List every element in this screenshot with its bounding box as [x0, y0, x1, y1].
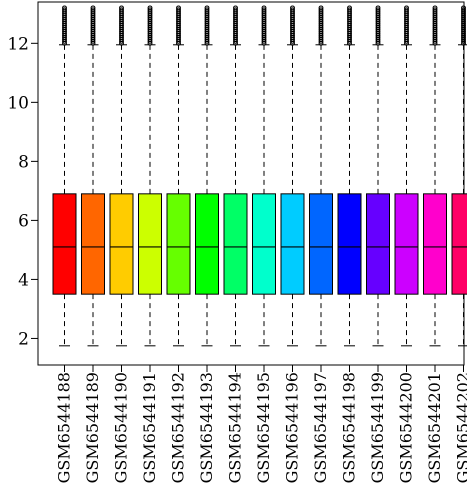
x-category-label: GSM6544190 — [112, 372, 131, 483]
outlier-point — [62, 5, 67, 11]
outlier-point — [347, 5, 352, 11]
outlier-point — [261, 7, 267, 13]
outlier-point — [62, 7, 67, 13]
x-category-label: GSM6544198 — [340, 372, 359, 483]
x-category-label: GSM6544200 — [397, 372, 416, 483]
x-category-label: GSM6544202 — [454, 372, 467, 483]
outlier-point — [318, 5, 324, 11]
box-GSM6544200 — [394, 5, 419, 347]
outlier-point — [347, 7, 352, 13]
y-tick-label: 10 — [7, 93, 29, 113]
box-GSM6544202 — [451, 5, 467, 347]
y-tick-label: 12 — [7, 34, 29, 54]
x-category-label: GSM6544191 — [140, 372, 159, 483]
outlier-point — [176, 7, 181, 13]
x-axis-labels: GSM6544188 GSM6544189 GSM6544190 GSM6544191… — [55, 364, 467, 483]
y-tick-label: 4 — [18, 270, 29, 290]
box-GSM6544191 — [138, 5, 162, 347]
box-body — [166, 193, 191, 295]
box-GSM6544188 — [52, 5, 77, 347]
x-category-label: GSM6544193 — [197, 372, 216, 483]
outlier-point — [204, 5, 210, 11]
outlier-point — [461, 7, 466, 13]
box-body — [252, 193, 276, 295]
x-category-label: GSM6544189 — [83, 372, 102, 483]
outlier-point — [119, 7, 124, 13]
y-tick-label: 2 — [18, 329, 29, 349]
box-body — [337, 193, 362, 295]
outlier-point — [290, 7, 295, 13]
box-body — [81, 193, 105, 295]
box-body — [309, 193, 333, 295]
outlier-point — [404, 7, 409, 13]
y-axis: 2 4 6 8 10 12 — [7, 34, 39, 349]
x-category-label: GSM6544188 — [55, 372, 74, 483]
outlier-point — [90, 5, 96, 11]
box-body — [52, 193, 77, 295]
y-tick-label: 8 — [18, 152, 29, 172]
x-category-label: GSM6544196 — [283, 372, 302, 483]
outlier-point — [432, 5, 438, 11]
outlier-point — [233, 5, 238, 11]
box-body — [423, 193, 447, 295]
box-GSM6544198 — [337, 5, 362, 347]
outlier-point — [90, 7, 96, 13]
outlier-point — [204, 7, 210, 13]
box-GSM6544201 — [423, 5, 447, 347]
box-GSM6544190 — [109, 5, 134, 347]
outlier-point — [375, 7, 381, 13]
x-category-label: GSM6544197 — [311, 372, 330, 483]
outlier-point — [147, 7, 153, 13]
box-GSM6544196 — [280, 5, 305, 347]
outlier-point — [461, 5, 466, 11]
boxes — [52, 5, 467, 347]
box-body — [366, 193, 390, 295]
outlier-point — [147, 5, 153, 11]
outlier-point — [261, 5, 267, 11]
outlier-point — [233, 7, 238, 13]
box-GSM6544192 — [166, 5, 191, 347]
outlier-point — [290, 5, 295, 11]
x-category-label: GSM6544199 — [368, 372, 387, 483]
box-body — [280, 193, 305, 295]
outlier-point — [318, 7, 324, 13]
box-body — [138, 193, 162, 295]
box-GSM6544194 — [223, 5, 248, 347]
box-GSM6544195 — [252, 5, 276, 347]
x-category-label: GSM6544194 — [226, 372, 245, 483]
outlier-point — [176, 5, 181, 11]
x-category-label: GSM6544195 — [254, 372, 273, 483]
outlier-point — [404, 5, 409, 11]
box-GSM6544199 — [366, 5, 390, 347]
plot-frame — [37, 1, 465, 366]
box-body — [394, 193, 419, 295]
outlier-point — [432, 7, 438, 13]
x-category-label: GSM6544192 — [169, 372, 188, 483]
box-body — [451, 193, 467, 295]
box-GSM6544193 — [195, 5, 219, 347]
box-body — [109, 193, 134, 295]
y-tick-label: 6 — [18, 211, 29, 231]
box-body — [223, 193, 248, 295]
box-body — [195, 193, 219, 295]
outlier-point — [375, 5, 381, 11]
box-GSM6544189 — [81, 5, 105, 347]
box-GSM6544197 — [309, 5, 333, 347]
x-category-label: GSM6544201 — [425, 372, 444, 483]
outlier-point — [119, 5, 124, 11]
